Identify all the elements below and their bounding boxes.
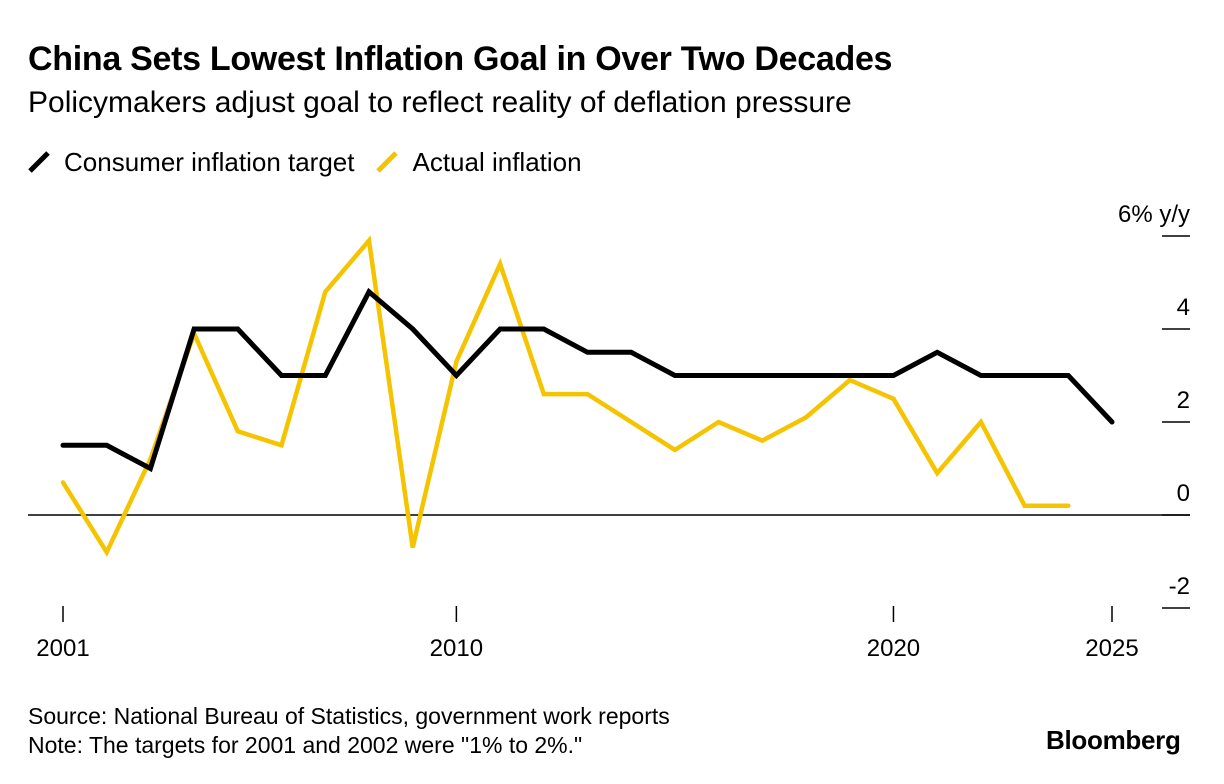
data-point-actual xyxy=(454,360,458,364)
data-point-target xyxy=(323,374,327,378)
source-note: Source: National Bureau of Statistics, g… xyxy=(28,703,670,729)
legend-item-actual: Actual inflation xyxy=(376,146,582,178)
legend-item-target: Consumer inflation target xyxy=(28,147,354,178)
data-point-target xyxy=(848,374,852,378)
data-point-actual xyxy=(629,420,633,424)
data-point-target xyxy=(411,327,415,331)
x-tick-label: 2001 xyxy=(36,635,89,662)
chart-title: China Sets Lowest Inflation Goal in Over… xyxy=(28,40,893,78)
data-point-actual xyxy=(717,420,721,424)
y-tick-label: -2 xyxy=(1169,573,1190,600)
legend-swatch-actual xyxy=(376,151,399,173)
data-point-target xyxy=(367,290,371,294)
y-tick-label: 6% y/y xyxy=(1118,201,1190,228)
data-point-actual xyxy=(1066,504,1070,508)
data-point-actual xyxy=(61,480,65,484)
data-point-actual xyxy=(367,239,371,243)
y-tick-label: 4 xyxy=(1177,294,1190,321)
legend-label-target: Consumer inflation target xyxy=(64,146,355,177)
bloomberg-logo: Bloomberg xyxy=(1046,725,1181,755)
data-point-target xyxy=(61,443,65,447)
data-point-actual xyxy=(323,290,327,294)
target-note: Note: The targets for 2001 and 2002 were… xyxy=(28,732,583,758)
data-point-target xyxy=(1110,420,1114,424)
y-tick-label: 2 xyxy=(1177,387,1190,414)
legend: Consumer inflation target Actual inflati… xyxy=(28,145,604,179)
data-point-target xyxy=(935,350,939,354)
data-point-target xyxy=(629,350,633,354)
data-point-actual xyxy=(498,262,502,266)
data-point-target xyxy=(280,374,284,378)
data-point-target xyxy=(148,467,152,471)
legend-label-actual: Actual inflation xyxy=(412,146,582,177)
legend-swatch-target xyxy=(28,151,50,173)
data-point-actual xyxy=(411,546,415,550)
data-point-actual xyxy=(673,448,677,452)
y-tick-label: 0 xyxy=(1177,480,1190,507)
data-point-actual xyxy=(804,415,808,419)
footer: Source: National Bureau of Statistics, g… xyxy=(28,702,670,760)
data-point-actual xyxy=(586,392,590,396)
chart-subtitle: Policymakers adjust goal to reflect real… xyxy=(28,86,852,119)
data-point-target xyxy=(192,327,196,331)
data-point-target xyxy=(760,374,764,378)
x-tick-label: 2010 xyxy=(430,635,483,662)
data-point-actual xyxy=(760,439,764,443)
data-point-target xyxy=(673,374,677,378)
series-line-actual xyxy=(60,235,1071,557)
data-point-actual xyxy=(542,392,546,396)
data-point-target xyxy=(498,327,502,331)
data-point-actual xyxy=(105,550,109,554)
data-point-actual xyxy=(892,397,896,401)
data-point-actual xyxy=(236,429,240,433)
data-point-actual xyxy=(848,378,852,382)
data-point-target xyxy=(1023,374,1027,378)
data-point-target xyxy=(586,350,590,354)
data-point-target xyxy=(979,374,983,378)
data-point-actual xyxy=(1023,504,1027,508)
data-point-target xyxy=(454,374,458,378)
x-tick-label: 2025 xyxy=(1085,635,1138,662)
x-tick-label: 2020 xyxy=(867,635,920,662)
data-point-target xyxy=(892,374,896,378)
data-point-target xyxy=(1066,374,1070,378)
data-point-actual xyxy=(280,443,284,447)
data-point-actual xyxy=(935,471,939,475)
series-line-target xyxy=(60,287,1115,473)
data-point-target xyxy=(542,327,546,331)
data-point-target xyxy=(717,374,721,378)
data-point-target xyxy=(105,443,109,447)
data-point-target xyxy=(236,327,240,331)
data-point-actual xyxy=(979,420,983,424)
data-point-target xyxy=(804,374,808,378)
